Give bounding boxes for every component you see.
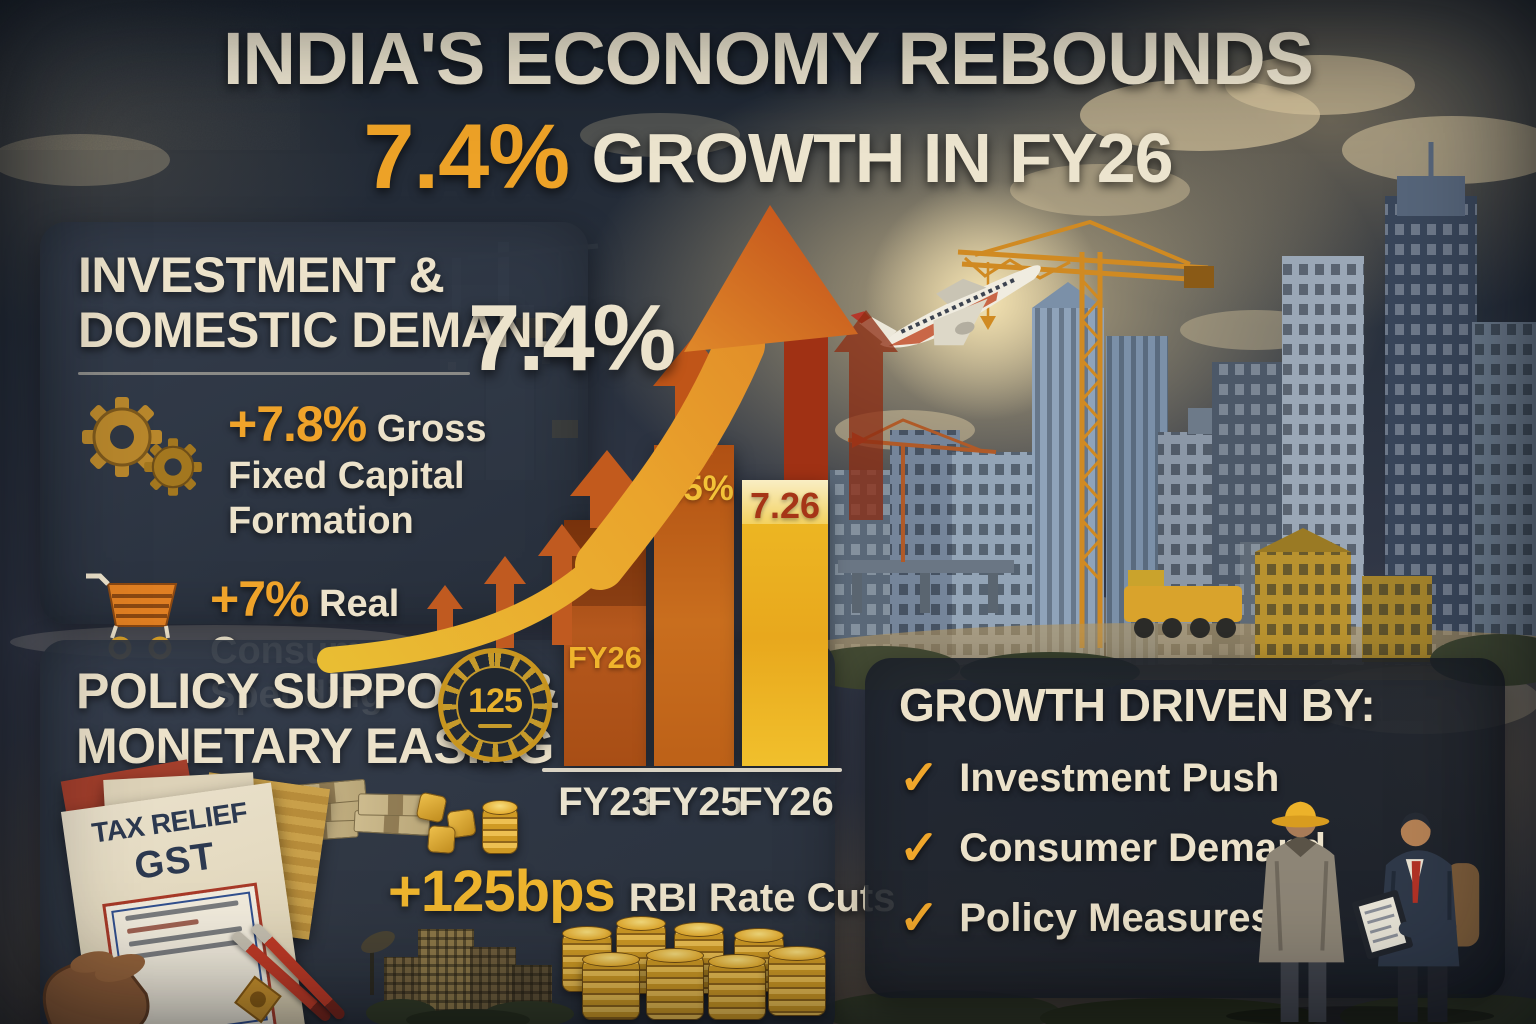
badge-value: 125: [468, 682, 523, 720]
stat-gfcf-text: +7.8% Gross Fixed Capital Formation: [228, 396, 487, 542]
rbi-rate-cut-stat: +125bps RBI Rate Cuts: [388, 858, 895, 925]
tax-documents-illustration: TAX RELIEF GST: [42, 759, 364, 1024]
chart-category-label: FY23: [558, 780, 654, 824]
list-item: ✓ Investment Push: [899, 751, 1280, 805]
money-bundles-illustration: [281, 770, 522, 874]
red-tie: [1411, 861, 1421, 903]
investment-panel: INVESTMENT & DOMESTIC DEMAND: [40, 222, 588, 716]
headline-growth-value: 7.4%: [363, 106, 570, 208]
businessmen-illustration: [1226, 801, 1495, 1024]
chart-baseline: [542, 768, 842, 772]
list-item: ✓ Policy Measures: [899, 891, 1273, 945]
headline-line1: INDIA'S ECONOMY REBOUNDS: [222, 17, 1314, 100]
hand-illustration: [42, 951, 150, 1024]
chart-bar-fy25: 6.5%: [654, 445, 734, 766]
growth-drivers-panel: GROWTH DRIVEN BY: ✓ Investment Push ✓ Co…: [865, 658, 1505, 998]
executive-figure: [1352, 812, 1480, 1023]
bar-label: 7.26: [749, 485, 821, 526]
airplane-icon: [850, 265, 1041, 348]
engineer-figure: [1258, 801, 1345, 1023]
gears-icon: [82, 397, 202, 496]
checkmark-icon: ✓: [899, 891, 940, 945]
headline: INDIA'S ECONOMY REBOUNDS 7.4% GROWTH IN …: [0, 16, 1536, 210]
mini-city-illustration: [357, 913, 574, 1024]
construction-crane-icon: [957, 219, 1214, 648]
chart-bar-fy26: 7.26: [742, 480, 828, 766]
coin-stacks-illustration: [558, 912, 834, 1024]
bar-label: FY26: [567, 640, 643, 675]
chart-category-label: FY25: [647, 780, 743, 824]
chart-annotation-7-4: 7.4%: [468, 285, 676, 390]
investment-heading: INVESTMENT & DOMESTIC DEMAND: [78, 247, 568, 358]
list-item: ✓ Consumer Demand: [899, 821, 1326, 875]
headline-line2: 7.4% GROWTH IN FY26: [0, 105, 1536, 210]
headline-line2-text: GROWTH IN FY26: [591, 119, 1174, 197]
growth-heading: GROWTH DRIVEN BY:: [899, 679, 1376, 731]
chart-category-label: FY26: [738, 780, 834, 824]
stat-gfcf: +7.8% Gross Fixed Capital Formation: [78, 395, 588, 544]
rate-label: RBI Rate Cuts: [628, 876, 896, 920]
checkmark-icon: ✓: [899, 751, 940, 805]
growth-driver-list: ✓ Investment Push ✓ Consumer Demand ✓ Po…: [899, 751, 1505, 945]
heading-divider: [78, 372, 470, 375]
bar-label: 6.5%: [654, 469, 734, 508]
chart-bar-fy23: FY26: [564, 520, 646, 766]
coin-badge-125: 125: [438, 648, 552, 762]
checkmark-icon: ✓: [899, 821, 940, 875]
rate-value: +125bps: [388, 859, 616, 924]
document-folder: [1352, 890, 1413, 960]
shopping-cart-icon: [86, 573, 178, 660]
